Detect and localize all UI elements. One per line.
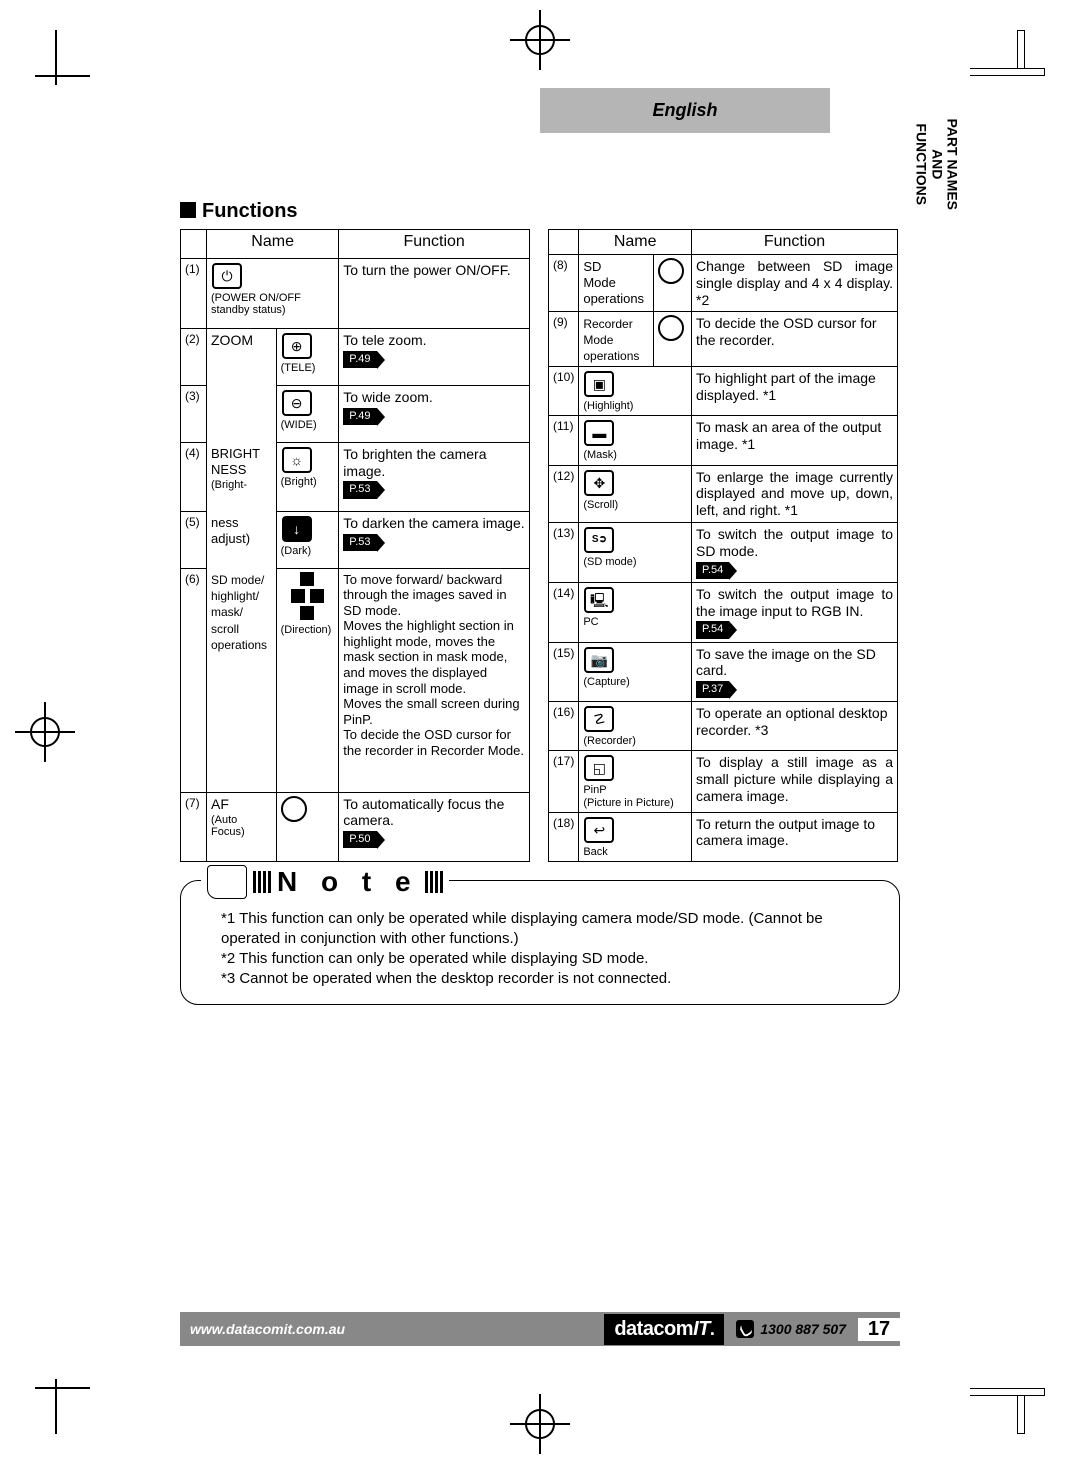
sd-icon: S➲ [584,527,614,553]
section-title-text: Functions [202,200,298,222]
page-ref: P.53 [343,481,376,498]
phone-icon [736,1320,754,1338]
table-row: (10) ▣(Highlight) To highlight part of t… [549,367,898,416]
footer-brand: datacomIT. [604,1314,724,1345]
table-row: (4) BRIGHTNESS(Bright- ☼(Bright) To brig… [181,442,530,511]
col-name: Name [207,230,339,259]
page-ref: P.49 [343,351,376,368]
page-ref: P.53 [343,534,376,551]
functions-table-left: Name Function (1) ⏻ (POWER ON/OFF standb… [180,229,530,862]
table-row: (11) ▬(Mask) To mask an area of the outp… [549,416,898,465]
table-row: (8) SD Mode operations Change between SD… [549,255,898,312]
page-ref: P.37 [696,681,729,698]
brightness-up-icon: ☼ [282,447,312,473]
section-side-tab: PART NAMESANDFUNCTIONS [914,118,960,210]
col-function: Function [692,230,898,255]
pinp-icon: ◱ [584,755,614,781]
table-row: (16) ☡(Recorder) To operate an optional … [549,702,898,751]
table-row: (18) ↩Back To return the output image to… [549,812,898,861]
square-bullet-icon [180,202,196,218]
footer-url: www.datacomit.com.au [180,1321,604,1337]
brightness-down-icon: ↓ [282,516,312,542]
table-row: (13) S➲(SD mode) To switch the output im… [549,522,898,582]
note-label: N o t e [201,863,449,901]
table-row: (12) ✥(Scroll) To enlarge the image curr… [549,465,898,522]
page-ref: P.49 [343,408,376,425]
note-line: *1 This function can only be operated wh… [221,909,877,950]
table-row: (17) ◱PinP (Picture in Picture) To displ… [549,751,898,812]
table-row: (6) SD mode/highlight/mask/scrolloperati… [181,568,530,792]
table-row: (9) Recorder Mode operations To decide t… [549,312,898,367]
functions-table-right: Name Function (8) SD Mode operations Cha… [548,229,898,862]
power-icon: ⏻ [212,263,242,289]
zoom-out-icon: ⊖ [282,390,312,416]
table-row: (15) 📷(Capture) To save the image on the… [549,642,898,702]
autofocus-icon [281,796,307,822]
table-row: (7) AF(Auto Focus) To automatically focu… [181,792,530,861]
col-name: Name [579,230,692,255]
table-row: (14) 🖳PC To switch the output image to t… [549,582,898,642]
language-tab: English [540,88,830,133]
note-line: *3 Cannot be operated when the desktop r… [221,969,877,989]
highlight-icon: ▣ [584,371,614,397]
footer-phone: 1300 887 507 [724,1320,858,1338]
page-ref: P.54 [696,621,729,638]
page-number: 17 [858,1318,900,1341]
col-function: Function [339,230,530,259]
table-row: (5) nessadjust) ↓(Dark) To darken the ca… [181,511,530,568]
mask-icon: ▬ [584,420,614,446]
circle-icon [658,315,684,341]
page-footer: www.datacomit.com.au datacomIT. 1300 887… [180,1312,900,1346]
page-ref: P.50 [343,831,376,848]
zoom-in-icon: ⊕ [282,333,312,359]
page-content: Functions Name Function (1) ⏻ (POWER ON/… [180,200,900,1005]
page-ref: P.54 [696,562,729,579]
scroll-icon: ✥ [584,470,614,496]
table-row: (3) ⊖(WIDE) To wide zoom.P.49 [181,386,530,443]
pc-icon: 🖳 [584,587,614,613]
circle-icon [658,258,684,284]
recorder-icon: ☡ [584,706,614,732]
note-box: N o t e *1 This function can only be ope… [180,880,900,1005]
pointing-hand-icon [207,865,247,899]
table-row: (1) ⏻ (POWER ON/OFF standby status) To t… [181,258,530,329]
back-icon: ↩ [584,817,614,843]
table-row: (2) ZOOM ⊕(TELE) To tele zoom.P.49 [181,329,530,386]
section-title: Functions [180,200,900,223]
note-line: *2 This function can only be operated wh… [221,949,877,969]
camera-icon: 📷 [584,647,614,673]
